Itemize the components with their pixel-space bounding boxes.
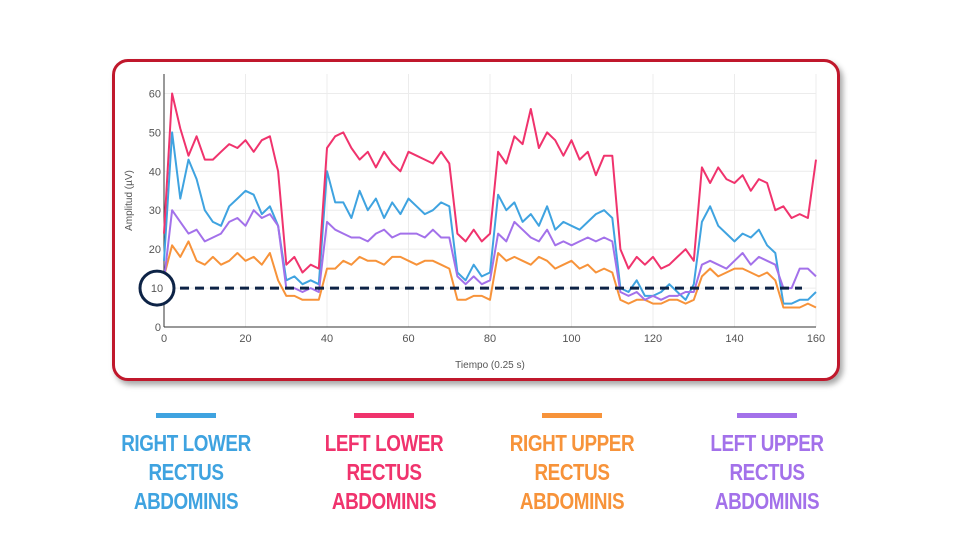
legend-label-line2: RECTUS ABDOMINIS bbox=[519, 459, 625, 514]
y-tick-label: 60 bbox=[149, 88, 161, 100]
legend-label-line1: RIGHT LOWER bbox=[121, 430, 251, 456]
legend-item-right-upper: RIGHT UPPER RECTUS ABDOMINIS bbox=[472, 413, 672, 516]
series-line bbox=[163, 131, 817, 305]
x-tick-label: 60 bbox=[402, 333, 414, 345]
x-tick-label: 40 bbox=[321, 333, 333, 345]
legend-swatch-left-upper bbox=[737, 413, 797, 418]
x-tick-label: 140 bbox=[725, 333, 743, 345]
x-tick-label: 80 bbox=[484, 333, 496, 345]
legend-swatch-left-lower bbox=[354, 413, 414, 418]
emg-line-chart: 0 20 40 60 80 100 120 140 160 0 20 30 40 50 60 Tiempo (… bbox=[124, 74, 825, 371]
legend-swatch-right-lower bbox=[156, 413, 216, 418]
legend-swatch-right-upper bbox=[542, 413, 602, 418]
threshold-marker bbox=[138, 269, 176, 307]
y-tick-label: 20 bbox=[149, 244, 161, 256]
legend-label-line2: RECTUS ABDOMINIS bbox=[133, 459, 239, 514]
legend-label-line2: RECTUS ABDOMINIS bbox=[714, 459, 820, 514]
x-tick-label: 0 bbox=[161, 333, 167, 345]
legend-label-line1: RIGHT UPPER bbox=[509, 430, 635, 456]
threshold-label: 10 bbox=[151, 283, 163, 295]
legend-label-right-upper: RIGHT UPPER RECTUS ABDOMINIS bbox=[490, 429, 654, 516]
x-axis-title: Tiempo (0.25 s) bbox=[455, 360, 525, 371]
x-tick-label: 20 bbox=[239, 333, 251, 345]
legend-label-line1: LEFT LOWER bbox=[324, 430, 444, 456]
legend-label-line2: RECTUS ABDOMINIS bbox=[331, 459, 437, 514]
series-line bbox=[163, 92, 817, 274]
x-tick-label: 120 bbox=[644, 333, 662, 345]
legend-label-left-lower: LEFT LOWER RECTUS ABDOMINIS bbox=[302, 429, 466, 516]
series-line bbox=[163, 240, 817, 309]
legend-item-right-lower: RIGHT LOWER RECTUS ABDOMINIS bbox=[86, 413, 286, 516]
y-tick-label: 50 bbox=[149, 127, 161, 139]
y-tick-label: 40 bbox=[149, 166, 161, 178]
y-tick-label: 0 bbox=[155, 322, 161, 334]
y-tick-label: 30 bbox=[149, 205, 161, 217]
chart-frame: 0 20 40 60 80 100 120 140 160 0 20 30 40 50 60 Tiempo (… bbox=[112, 59, 840, 381]
series-line bbox=[163, 209, 817, 301]
legend-item-left-lower: LEFT LOWER RECTUS ABDOMINIS bbox=[284, 413, 484, 516]
legend-item-left-upper: LEFT UPPER RECTUS ABDOMINIS bbox=[667, 413, 867, 516]
legend-label-right-lower: RIGHT LOWER RECTUS ABDOMINIS bbox=[104, 429, 268, 516]
legend-label-line1: LEFT UPPER bbox=[710, 430, 824, 456]
legend-label-left-upper: LEFT UPPER RECTUS ABDOMINIS bbox=[685, 429, 849, 516]
x-tick-label: 160 bbox=[807, 333, 825, 345]
x-tick-label: 100 bbox=[562, 333, 580, 345]
y-axis-title: Amplitud (µV) bbox=[124, 170, 135, 231]
